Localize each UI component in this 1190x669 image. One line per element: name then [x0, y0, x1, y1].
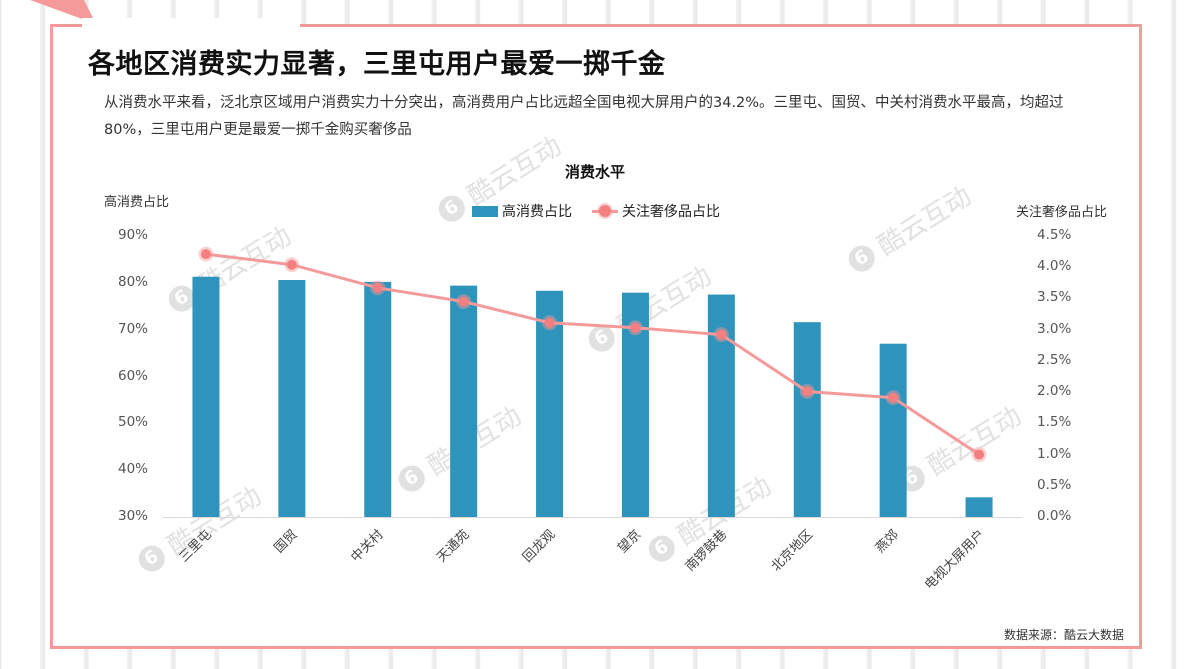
right-axis-tick: 1.0%	[1037, 445, 1072, 462]
x-axis-label: 燕郊	[872, 527, 902, 557]
x-axis-label: 三里屯	[177, 527, 215, 565]
left-axis-tick: 70%	[117, 320, 148, 337]
content-frame	[50, 24, 1142, 649]
x-axis-label: 回龙观	[520, 527, 558, 565]
right-axis-tick: 3.0%	[1037, 320, 1072, 337]
right-axis-tick: 4.0%	[1037, 258, 1072, 275]
right-axis-title: 关注奢侈品占比	[1016, 205, 1108, 220]
right-axis-tick: 4.5%	[1037, 227, 1072, 243]
line-marker	[716, 329, 727, 340]
line-marker	[544, 317, 555, 328]
left-axis-tick: 90%	[117, 227, 148, 243]
right-axis-tick: 2.0%	[1037, 383, 1072, 400]
bar	[965, 497, 993, 517]
x-axis-label: 天通苑	[434, 527, 472, 565]
bar	[364, 281, 392, 517]
left-axis-tick: 60%	[117, 367, 148, 384]
x-axis-label: 电视大屏用户	[921, 527, 987, 593]
right-axis-tick: 2.5%	[1037, 351, 1072, 368]
bar	[536, 290, 564, 517]
line-marker	[286, 259, 297, 270]
corner-arrow-decoration	[30, 0, 96, 24]
bar	[278, 280, 306, 517]
legend-bar-swatch	[472, 205, 498, 217]
right-axis-tick: 3.5%	[1037, 289, 1072, 306]
bar	[192, 276, 220, 517]
x-axis-label: 南锣鼓巷	[682, 527, 730, 575]
frame-title-gap	[82, 18, 300, 30]
line-marker	[630, 322, 641, 333]
line-marker	[802, 386, 813, 397]
bar	[793, 322, 821, 517]
x-axis-label: 望京	[615, 527, 645, 557]
line-marker	[372, 282, 383, 293]
bar	[450, 285, 478, 517]
line-series	[205, 252, 980, 456]
legend-label-bar: 高消费占比	[502, 204, 572, 220]
description-text: 从消费水平来看，泛北京区域用户消费实力十分突出，高消费用户占比远超全国电视大屏用…	[104, 95, 1064, 138]
x-axis-label: 中关村	[348, 527, 386, 565]
line-marker	[200, 249, 211, 260]
bar	[879, 343, 907, 517]
page-title: 各地区消费实力显著，三里屯用户最爱一掷千金	[88, 49, 666, 80]
right-axis-tick: 1.5%	[1037, 414, 1072, 431]
data-source: 数据来源：酷云大数据	[1003, 628, 1124, 642]
right-axis-tick: 0.5%	[1037, 476, 1072, 493]
left-axis-tick: 40%	[117, 461, 148, 478]
left-axis-tick: 80%	[117, 273, 148, 290]
line-marker	[974, 449, 985, 460]
left-axis-tick: 30%	[117, 508, 148, 524]
right-axis-tick: 0.0%	[1037, 508, 1072, 524]
chart-title: 消费水平	[564, 163, 625, 181]
x-axis-label: 北京地区	[769, 527, 816, 574]
line-marker	[888, 392, 899, 403]
left-axis-title: 高消费占比	[104, 195, 170, 210]
legend-label-line: 关注奢侈品占比	[622, 204, 720, 220]
legend-line-swatch	[592, 205, 618, 217]
left-axis-tick: 50%	[117, 414, 148, 431]
line-marker	[458, 296, 469, 307]
chart-legend: 高消费占比 关注奢侈品占比	[472, 201, 720, 221]
x-axis-label: 国贸	[272, 527, 301, 556]
